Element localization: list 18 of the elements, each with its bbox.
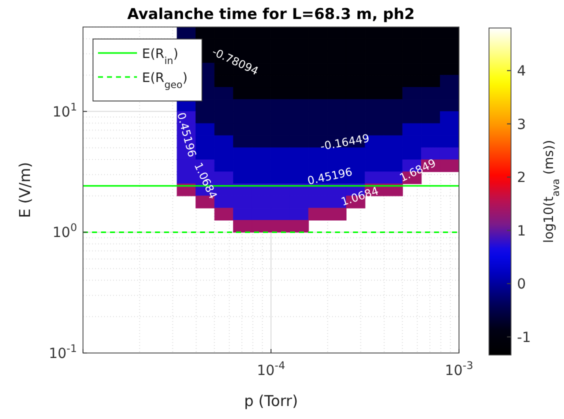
y-tick-label: 10$^{0}$: [52, 222, 77, 242]
legend-label: E(R$_{geo}$): [142, 71, 188, 90]
y-axis-title: E (V/m): [16, 162, 34, 218]
x-tick-label: 10$^{-3}$: [444, 360, 474, 379]
legend-label: E(R$_{in}$): [142, 47, 178, 66]
color-bar-label: 1: [517, 223, 526, 240]
y-tick-label: 10$^{1}$: [52, 101, 77, 120]
color-bar-label: 4: [517, 64, 526, 80]
color-bar-label: 2: [517, 170, 526, 186]
color-bar-label: 0: [517, 276, 526, 293]
color-bar-label: -1: [517, 330, 531, 346]
chart-title: Avalanche time for L=68.3 m, ph2: [127, 5, 415, 23]
x-axis-title: p (Torr): [244, 392, 298, 410]
x-tick-label: 10$^{-4}$: [256, 360, 286, 379]
y-tick-label: 10$^{-1}$: [48, 343, 77, 362]
annotation: 0.45196: [174, 111, 199, 159]
color-bar-label: 3: [517, 116, 526, 133]
annotation: -0.16449: [319, 132, 370, 154]
